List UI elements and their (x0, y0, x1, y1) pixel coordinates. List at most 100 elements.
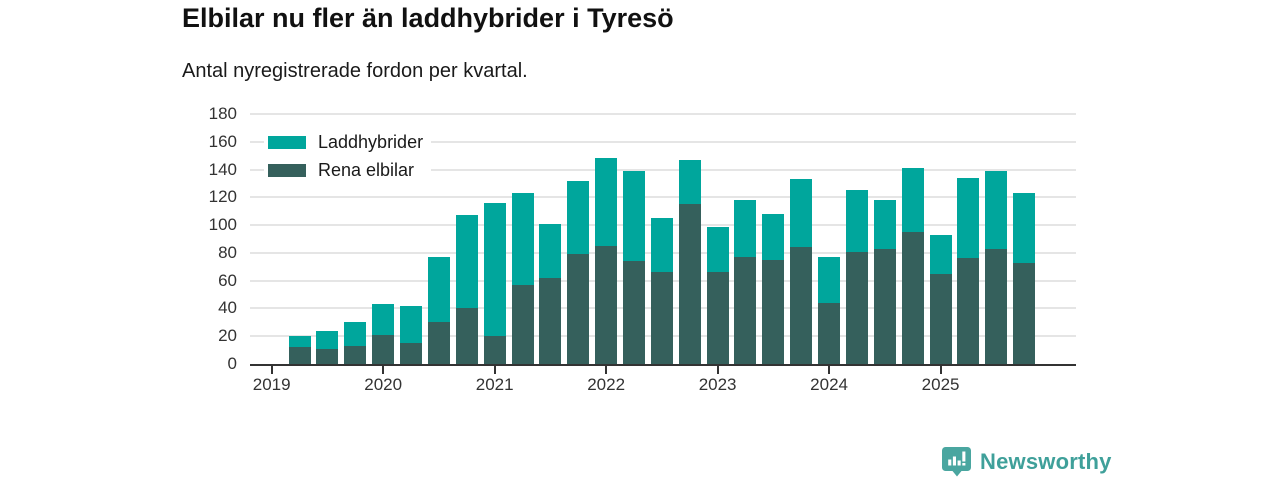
legend-label: Rena elbilar (318, 160, 415, 180)
brand-footer: Newsworthy (942, 446, 1112, 477)
gridline (250, 196, 1076, 199)
segment-rena-elbilar (957, 258, 980, 364)
bar-2022-q3 (650, 218, 673, 364)
segment-laddhybrider (734, 200, 757, 258)
segment-rena-elbilar (873, 248, 896, 364)
chart-title: Elbilar nu fler än laddhybrider i Tyresö (182, 3, 674, 33)
segment-laddhybrider (985, 170, 1008, 249)
segment-rena-elbilar (1013, 262, 1036, 364)
y-tick-label: 180 (208, 104, 237, 123)
bar-2020-q1 (372, 304, 395, 364)
segment-rena-elbilar (929, 273, 952, 364)
y-tick-label: 140 (208, 159, 237, 179)
segment-rena-elbilar (372, 334, 395, 364)
bar-2019-q3 (316, 330, 339, 364)
y-tick-label: 20 (218, 326, 237, 346)
bar-2021-q4 (567, 180, 590, 364)
legend-item-rena-elbilar: Rena elbilar (264, 158, 432, 183)
segment-laddhybrider (650, 218, 673, 273)
segment-laddhybrider (762, 214, 785, 260)
plot-area: Laddhybrider Rena elbilar (250, 113, 1076, 366)
segment-laddhybrider (1013, 193, 1036, 263)
segment-laddhybrider (372, 304, 395, 335)
x-tick-mark (270, 366, 273, 374)
x-tick-mark (716, 366, 719, 374)
x-tick-label: 2023 (698, 375, 737, 394)
segment-laddhybrider (845, 190, 868, 252)
gridline (250, 168, 1076, 171)
legend-swatch-laddhybrider-icon (268, 136, 306, 149)
segment-rena-elbilar (706, 272, 729, 364)
bar-2020-q3 (427, 257, 450, 364)
x-tick-mark (493, 366, 496, 374)
bar-2024-q2 (845, 190, 868, 364)
bar-2023-q3 (762, 214, 785, 364)
bar-2025-q2 (957, 177, 980, 364)
bar-2024-q4 (901, 168, 924, 364)
segment-rena-elbilar (316, 348, 339, 364)
segment-rena-elbilar (455, 308, 478, 364)
x-tick-mark (939, 366, 942, 374)
legend: Laddhybrider Rena elbilar (264, 130, 432, 183)
x-tick-mark (605, 366, 608, 374)
segment-rena-elbilar (539, 277, 562, 364)
segment-rena-elbilar (734, 257, 757, 364)
x-tick-label: 2019 (252, 375, 291, 394)
segment-laddhybrider (344, 322, 367, 346)
y-tick-label: 100 (208, 215, 237, 235)
segment-rena-elbilar (511, 284, 534, 364)
segment-laddhybrider (567, 180, 590, 255)
bar-2025-q1 (929, 234, 952, 364)
segment-rena-elbilar (595, 245, 618, 364)
brand-name: Newsworthy (980, 448, 1112, 474)
segment-laddhybrider (511, 193, 534, 285)
chart-subtitle: Antal nyregistrerade fordon per kvartal. (182, 60, 528, 82)
bar-2021-q3 (539, 223, 562, 364)
legend-swatch-rena-elbilar-icon (268, 164, 306, 177)
segment-laddhybrider (957, 177, 980, 259)
bar-2021-q2 (511, 193, 534, 364)
segment-rena-elbilar (483, 336, 506, 364)
segment-laddhybrider (483, 202, 506, 337)
segment-rena-elbilar (790, 247, 813, 364)
bar-2019-q2 (288, 336, 311, 364)
segment-laddhybrider (400, 305, 423, 344)
x-tick-label: 2022 (587, 375, 626, 394)
x-tick-label: 2021 (475, 375, 514, 394)
bar-2021-q1 (483, 202, 506, 364)
gridline (250, 113, 1076, 115)
y-tick-label: 0 (227, 354, 237, 373)
segment-laddhybrider (873, 200, 896, 249)
bar-2024-q3 (873, 200, 896, 364)
bar-2022-q1 (595, 158, 618, 364)
segment-rena-elbilar (400, 343, 423, 364)
segment-laddhybrider (455, 215, 478, 309)
bar-2023-q4 (790, 179, 813, 364)
bar-2025-q4 (1013, 193, 1036, 364)
bar-2019-q4 (344, 322, 367, 364)
y-tick-label: 40 (218, 298, 237, 318)
bar-2024-q1 (818, 257, 841, 364)
y-tick-label: 60 (218, 270, 237, 290)
segment-laddhybrider (427, 257, 450, 323)
segment-laddhybrider (316, 330, 339, 349)
segment-laddhybrider (539, 223, 562, 278)
bar-2020-q2 (400, 305, 423, 364)
y-tick-label: 80 (218, 242, 237, 262)
gridline (250, 140, 1076, 143)
newsworthy-badge-icon (942, 447, 971, 477)
bar-2020-q4 (455, 215, 478, 364)
segment-laddhybrider (595, 158, 618, 246)
segment-rena-elbilar (344, 345, 367, 364)
segment-rena-elbilar (901, 232, 924, 364)
y-tick-label: 160 (208, 131, 237, 151)
legend-label: Laddhybrider (318, 132, 424, 152)
segment-laddhybrider (288, 336, 311, 348)
segment-rena-elbilar (567, 254, 590, 364)
x-tick-mark (382, 366, 385, 374)
segment-laddhybrider (706, 226, 729, 273)
segment-laddhybrider (623, 170, 645, 262)
segment-rena-elbilar (985, 248, 1008, 364)
bar-2023-q1 (706, 226, 729, 364)
